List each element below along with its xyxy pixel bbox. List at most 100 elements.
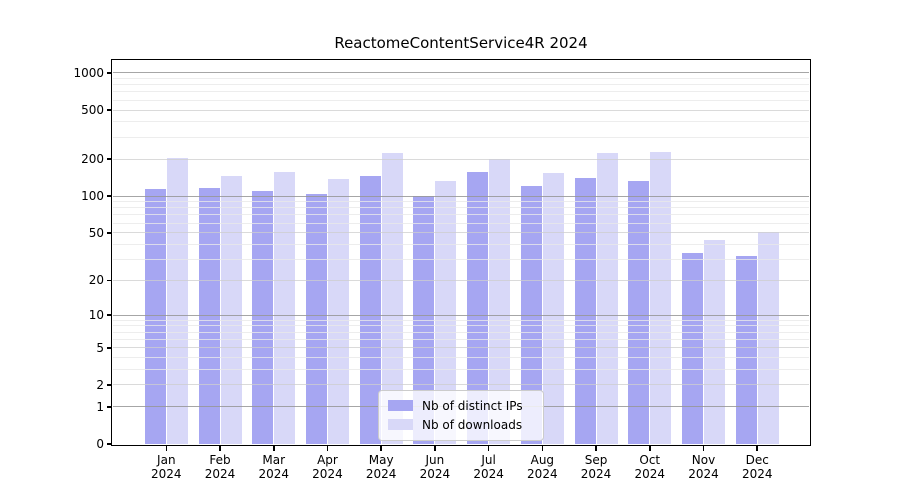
bar-distinct-ips-jan xyxy=(144,189,166,444)
y-tick-100 xyxy=(107,195,112,197)
legend-label-downloads: Nb of downloads xyxy=(422,417,523,432)
x-tick-mar xyxy=(272,446,275,451)
y-tick-label-1: 1 xyxy=(96,399,104,414)
legend-label-distinct-ips: Nb of distinct IPs xyxy=(422,398,523,413)
gridline-y-80 xyxy=(113,207,809,209)
legend-swatch-downloads xyxy=(388,419,413,430)
legend-swatch-distinct-ips xyxy=(388,400,413,411)
gridline-y-1000 xyxy=(113,72,809,74)
gridline-y-300 xyxy=(113,136,809,138)
y-tick-label-0: 0 xyxy=(96,437,104,451)
y-tick-20 xyxy=(107,279,112,282)
y-tick-200 xyxy=(107,158,112,160)
y-tick-0 xyxy=(107,443,112,445)
y-tick-label-200: 200 xyxy=(81,152,104,167)
x-tick-feb xyxy=(219,446,221,451)
x-tick-jan xyxy=(165,446,168,451)
gridline-y-600 xyxy=(113,99,809,101)
x-tick-jun xyxy=(434,446,436,451)
bar-distinct-ips-may xyxy=(359,176,381,444)
bar-distinct-ips-oct xyxy=(628,180,650,444)
x-tick-oct xyxy=(648,446,651,451)
bar-distinct-ips-sep xyxy=(574,177,596,444)
gridline-y-900 xyxy=(113,78,809,79)
x-tick-label-mar: Mar 2024 xyxy=(258,453,289,481)
bar-downloads-feb xyxy=(220,176,242,444)
bar-downloads-aug xyxy=(542,173,564,444)
gridline-y-5 xyxy=(113,347,809,349)
x-tick-jul xyxy=(487,446,490,451)
x-tick-nov xyxy=(702,446,705,451)
gridline-y-20 xyxy=(113,279,809,281)
y-tick-50 xyxy=(107,231,112,234)
legend-item-downloads: Nb of downloads xyxy=(388,415,543,434)
gridline-y-100 xyxy=(113,195,809,197)
bar-downloads-apr xyxy=(327,179,349,444)
bar-distinct-ips-feb xyxy=(198,187,220,444)
bar-downloads-dec xyxy=(757,231,779,444)
gridline-y-4 xyxy=(113,357,809,359)
x-tick-apr xyxy=(326,446,329,451)
x-tick-label-jun: Jun 2024 xyxy=(419,453,451,481)
x-tick-label-jan: Jan 2024 xyxy=(151,453,182,481)
chart-title: ReactomeContentService4R 2024 xyxy=(334,34,588,52)
x-tick-label-apr: Apr 2024 xyxy=(312,453,343,481)
x-tick-label-may: May 2024 xyxy=(365,453,397,481)
x-tick-label-feb: Feb 2024 xyxy=(204,453,236,481)
x-tick-label-aug: Aug 2024 xyxy=(527,453,558,481)
gridline-y-3 xyxy=(113,369,809,371)
y-tick-1000 xyxy=(107,72,112,74)
gridline-y-200 xyxy=(113,158,809,160)
bar-downloads-jan xyxy=(166,158,188,444)
y-tick-label-50: 50 xyxy=(88,225,104,240)
gridline-y-30 xyxy=(113,259,809,261)
x-tick-label-sep: Sep 2024 xyxy=(580,453,612,481)
gridline-y-8 xyxy=(113,325,809,327)
y-tick-2 xyxy=(107,384,112,386)
y-tick-label-10: 10 xyxy=(88,308,104,323)
gridline-y-90 xyxy=(113,201,809,203)
bar-distinct-ips-apr xyxy=(305,193,327,444)
gridline-y-50 xyxy=(113,232,809,234)
x-tick-may xyxy=(380,446,382,451)
gridline-y-9 xyxy=(113,319,809,321)
gridline-y-700 xyxy=(113,91,809,93)
plot-area xyxy=(113,61,809,444)
y-tick-label-500: 500 xyxy=(81,103,104,118)
y-tick-1 xyxy=(107,405,112,408)
bar-distinct-ips-jul xyxy=(467,171,489,444)
gridline-y-60 xyxy=(113,222,809,224)
y-tick-label-2: 2 xyxy=(96,377,104,392)
x-tick-label-jul: Jul 2024 xyxy=(473,453,504,481)
bar-distinct-ips-nov xyxy=(682,253,703,444)
gridline-y-70 xyxy=(113,214,809,216)
bar-distinct-ips-jun xyxy=(413,195,435,444)
x-tick-label-dec: Dec 2024 xyxy=(741,453,773,481)
bar-downloads-sep xyxy=(596,152,618,444)
gridline-y-10 xyxy=(113,314,809,316)
y-tick-label-100: 100 xyxy=(81,189,104,204)
gridline-y-2 xyxy=(113,384,809,386)
y-tick-label-1000: 1000 xyxy=(73,65,104,80)
y-tick-500 xyxy=(107,109,112,111)
gridline-y-40 xyxy=(113,243,809,245)
x-tick-aug xyxy=(541,446,544,451)
x-tick-dec xyxy=(756,446,758,451)
bar-distinct-ips-dec xyxy=(735,256,757,444)
legend-item-distinct-ips: Nb of distinct IPs xyxy=(388,396,543,415)
gridline-y-7 xyxy=(113,331,809,333)
bar-downloads-nov xyxy=(704,239,725,444)
bar-downloads-jun xyxy=(435,180,457,444)
gridline-y-500 xyxy=(113,109,809,111)
bar-distinct-ips-mar xyxy=(252,191,274,444)
bar-downloads-mar xyxy=(274,171,296,444)
y-tick-10 xyxy=(107,314,112,316)
y-tick-5 xyxy=(107,346,112,349)
x-tick-label-oct: Oct 2024 xyxy=(634,453,666,481)
gridline-y-400 xyxy=(113,121,809,123)
legend: Nb of distinct IPs Nb of downloads xyxy=(378,390,544,441)
y-tick-label-20: 20 xyxy=(88,273,104,288)
y-tick-label-5: 5 xyxy=(96,340,104,355)
bar-downloads-may xyxy=(381,152,403,444)
